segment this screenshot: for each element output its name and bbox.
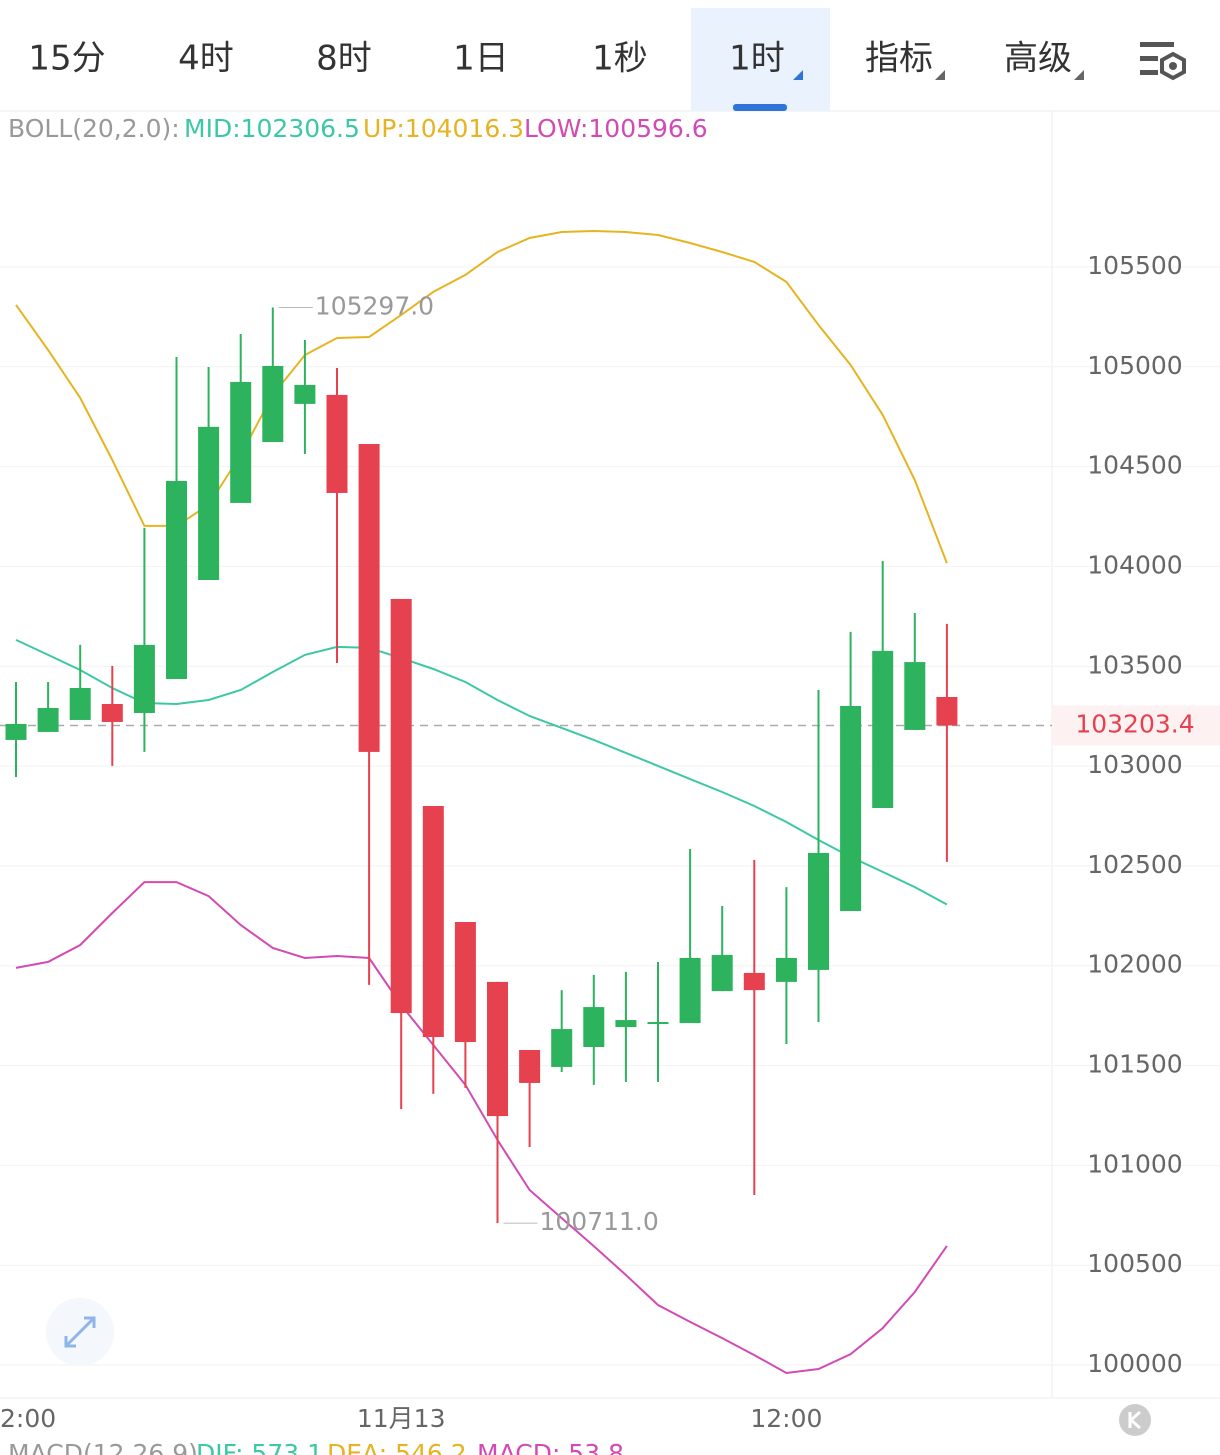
dropdown-caret bbox=[935, 70, 945, 80]
candle-body bbox=[326, 394, 348, 493]
candle-body bbox=[679, 957, 701, 1024]
candle-body bbox=[808, 852, 829, 970]
icon-bar bbox=[1140, 42, 1174, 47]
tab-indicator bbox=[733, 104, 787, 111]
y-tick-label: 104000 bbox=[1087, 550, 1182, 579]
candle-body bbox=[711, 954, 733, 992]
candle-body bbox=[454, 922, 476, 1043]
candle-body bbox=[5, 723, 27, 740]
candle-body bbox=[69, 688, 91, 720]
icon-bar bbox=[1140, 70, 1158, 75]
annotation-label: 105297.0 bbox=[315, 291, 434, 320]
candle-body bbox=[904, 662, 926, 730]
dropdown-caret bbox=[1074, 70, 1084, 80]
y-tick-label: 103000 bbox=[1087, 750, 1182, 779]
tab[interactable]: 1日 bbox=[453, 39, 509, 79]
x-tick-label: 2:00 bbox=[0, 1404, 56, 1433]
y-tick-label: 105500 bbox=[1087, 251, 1182, 280]
candle-body bbox=[775, 957, 797, 982]
icon-hex bbox=[1160, 51, 1186, 81]
y-tick-label: 103500 bbox=[1087, 650, 1182, 679]
band-line bbox=[15, 881, 948, 1375]
tab-label: 1时 bbox=[729, 39, 785, 79]
icon-bar bbox=[1140, 56, 1158, 61]
y-tick-label: 100000 bbox=[1087, 1349, 1182, 1378]
macd-value: MACD: 53.8 bbox=[477, 1439, 624, 1455]
tab-label: 1日 bbox=[453, 39, 509, 79]
macd-dif: DIF: 573.1 bbox=[196, 1439, 323, 1455]
tab-label: 15分 bbox=[28, 39, 105, 79]
candle-body bbox=[551, 1029, 573, 1067]
tab-label: 4时 bbox=[178, 39, 234, 79]
dropdown-caret bbox=[793, 70, 803, 80]
tab-active-bg bbox=[691, 8, 830, 111]
settings-icon[interactable] bbox=[1140, 42, 1186, 81]
band-line bbox=[15, 638, 948, 906]
k-bg bbox=[1119, 1404, 1151, 1436]
candle-body bbox=[390, 598, 412, 1014]
candle-body bbox=[294, 384, 316, 404]
last-price-bg bbox=[1053, 705, 1220, 746]
candle-body bbox=[936, 696, 958, 726]
candle-body bbox=[101, 703, 123, 722]
y-tick-label: 100500 bbox=[1087, 1249, 1182, 1278]
candle-body bbox=[615, 1020, 637, 1028]
tab-label: 指标 bbox=[865, 39, 933, 79]
candle-body bbox=[872, 650, 894, 809]
y-tick-label: 102500 bbox=[1087, 850, 1182, 879]
tab-label: 高级 bbox=[1004, 39, 1072, 79]
y-tick-label: 101500 bbox=[1087, 1050, 1182, 1079]
tab[interactable]: 15分 bbox=[28, 39, 105, 79]
x-tick-label: 11月13 bbox=[357, 1404, 446, 1433]
y-tick-label: 105000 bbox=[1087, 351, 1182, 380]
candle-body bbox=[133, 644, 155, 713]
candle-body bbox=[166, 480, 187, 680]
indicator-name: BOLL(20,2.0): bbox=[8, 114, 180, 143]
candle-body bbox=[840, 705, 862, 912]
candle-body bbox=[230, 381, 252, 503]
candle-body bbox=[743, 972, 765, 991]
indicator-low: LOW:100596.6 bbox=[524, 114, 708, 143]
tab-label: 8时 bbox=[316, 39, 372, 79]
tab[interactable]: 8时 bbox=[316, 39, 372, 79]
expand-button[interactable] bbox=[46, 1298, 114, 1366]
candle-body bbox=[358, 444, 380, 752]
macd-name: MACD(12,26,9) bbox=[8, 1439, 198, 1455]
tab-bar: 15分 4时 8时 1日 1秒 1时 指标 高级 bbox=[28, 8, 1084, 111]
tab[interactable]: 高级 bbox=[1004, 39, 1084, 81]
y-tick-label: 104500 bbox=[1087, 451, 1182, 480]
tab[interactable]: 指标 bbox=[865, 39, 945, 81]
icon-dot bbox=[1169, 62, 1177, 70]
tab[interactable]: 1时 bbox=[691, 8, 830, 111]
indicator-up: UP:104016.3 bbox=[363, 114, 524, 143]
y-tick-label: 101000 bbox=[1087, 1149, 1182, 1178]
candle-body bbox=[519, 1049, 541, 1083]
x-tick-label: 12:00 bbox=[750, 1404, 822, 1433]
candle-body bbox=[262, 365, 284, 443]
tab-label: 1秒 bbox=[592, 39, 648, 79]
candle-body bbox=[583, 1007, 605, 1048]
tab[interactable]: 4时 bbox=[178, 39, 234, 79]
plot: 100000 100500 101000 101500 102000 102500 1030… bbox=[0, 229, 1220, 1433]
last-price-label: 103203.4 bbox=[1075, 709, 1194, 738]
expand-arrows bbox=[64, 1316, 96, 1348]
y-tick-label: 102000 bbox=[1087, 950, 1182, 979]
indicator-mid: MID:102306.5 bbox=[184, 114, 360, 143]
annotation-label: 100711.0 bbox=[540, 1207, 659, 1236]
candle-body bbox=[198, 426, 220, 580]
candle-body bbox=[487, 981, 508, 1117]
candle-body bbox=[37, 707, 59, 732]
tab[interactable]: 1秒 bbox=[592, 39, 648, 79]
k-glyph bbox=[1128, 1410, 1141, 1430]
k-button[interactable] bbox=[1119, 1404, 1151, 1436]
candle-body bbox=[422, 806, 444, 1038]
candle-body bbox=[647, 1022, 669, 1025]
macd-dea: DEA: 546.2 bbox=[327, 1439, 467, 1455]
